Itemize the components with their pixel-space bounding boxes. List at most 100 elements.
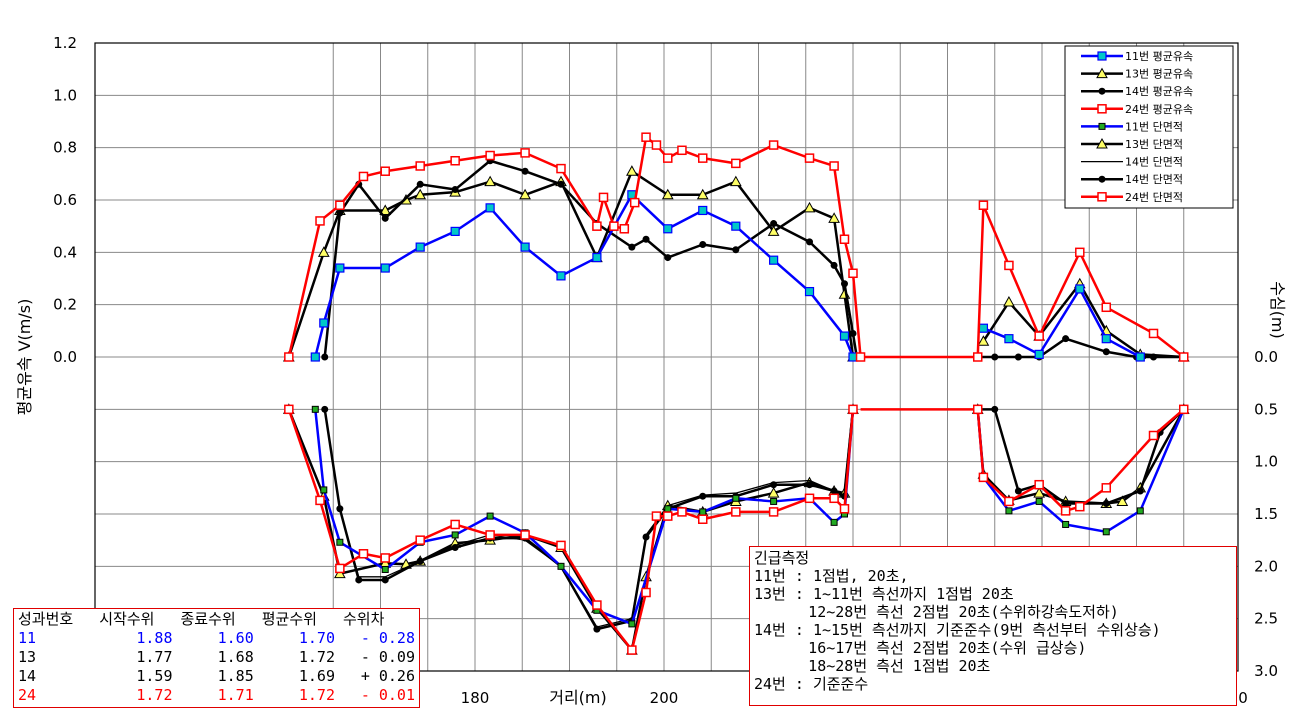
data-point bbox=[641, 132, 651, 142]
y-tick-label-right: 2.0 bbox=[1254, 557, 1278, 575]
data-point bbox=[414, 188, 427, 200]
data-point bbox=[592, 600, 602, 610]
data-point bbox=[991, 353, 999, 361]
data-point bbox=[855, 352, 866, 362]
data-point bbox=[1075, 247, 1085, 258]
data-point bbox=[317, 246, 330, 257]
data-point bbox=[520, 242, 530, 252]
note-title: 긴급측정 bbox=[754, 549, 810, 567]
data-point bbox=[839, 234, 850, 244]
table-row: 14 1.59 1.85 1.69 + 0.26 bbox=[14, 666, 419, 685]
data-point bbox=[627, 645, 637, 655]
data-point bbox=[767, 487, 780, 498]
y-tick-label-right: 0.5 bbox=[1254, 400, 1278, 418]
series bbox=[284, 132, 866, 362]
data-point bbox=[642, 533, 650, 541]
data-point bbox=[381, 214, 389, 222]
data-point bbox=[849, 329, 857, 337]
data-point bbox=[1179, 404, 1189, 415]
data-point bbox=[1098, 87, 1106, 95]
data-point bbox=[1116, 495, 1129, 506]
data-point bbox=[336, 209, 344, 217]
table-header-row: 성과번호 시작수위 종료수위 평균수위 수위차 bbox=[14, 609, 419, 628]
y-tick-label-right: 1.0 bbox=[1254, 453, 1278, 471]
y-tick-label-right: 3.0 bbox=[1254, 662, 1278, 680]
data-point bbox=[557, 180, 565, 188]
data-point bbox=[1148, 328, 1159, 339]
cell-diff: - 0.09 bbox=[360, 647, 415, 666]
series bbox=[284, 404, 858, 655]
data-point bbox=[848, 404, 858, 415]
cell-id: 24 bbox=[18, 685, 37, 704]
data-point bbox=[830, 518, 838, 526]
data-point bbox=[557, 562, 565, 570]
data-point bbox=[677, 507, 687, 517]
data-point bbox=[628, 243, 636, 251]
series-line bbox=[976, 203, 1185, 358]
data-point bbox=[335, 563, 345, 574]
table-row: 24 1.72 1.71 1.72 - 0.01 bbox=[14, 685, 419, 704]
y-tick-label-left: 0.8 bbox=[53, 139, 77, 157]
data-point bbox=[358, 549, 369, 559]
legend-label: 14번 단면적 bbox=[1125, 173, 1183, 186]
series-line bbox=[287, 135, 862, 358]
header-avg: 평균수위 bbox=[261, 609, 317, 628]
cell-end: 1.71 bbox=[217, 685, 254, 704]
data-point bbox=[651, 140, 662, 150]
data-point bbox=[1062, 520, 1070, 528]
note-line: 24번 : 기준준수 bbox=[754, 675, 869, 693]
data-point bbox=[1101, 334, 1111, 344]
table-row: 11 1.88 1.60 1.70 - 0.28 bbox=[14, 628, 419, 647]
data-point bbox=[1062, 500, 1070, 508]
data-point bbox=[978, 200, 989, 210]
y-axis-right-ticks: 0.0 0.5 1.0 1.5 2.0 2.5 3.0 bbox=[1254, 348, 1278, 680]
data-point bbox=[1102, 500, 1110, 508]
data-point bbox=[642, 235, 650, 243]
data-point bbox=[320, 486, 328, 494]
cell-diff: - 0.28 bbox=[360, 628, 415, 647]
cell-avg: 1.70 bbox=[298, 628, 335, 647]
series bbox=[974, 405, 1188, 536]
data-point bbox=[770, 220, 778, 228]
data-point bbox=[1098, 122, 1106, 130]
data-point bbox=[663, 224, 673, 234]
data-point bbox=[358, 171, 369, 182]
cell-diff: - 0.01 bbox=[360, 685, 415, 704]
y-tick-label-left: 0.2 bbox=[53, 296, 77, 314]
series bbox=[310, 190, 858, 362]
data-point bbox=[315, 216, 325, 226]
cell-id: 13 bbox=[18, 647, 37, 666]
data-point bbox=[485, 203, 495, 213]
data-point bbox=[698, 205, 708, 216]
y-tick-label-left: 0.0 bbox=[53, 348, 77, 366]
data-point bbox=[978, 323, 989, 333]
cell-end: 1.60 bbox=[217, 628, 254, 647]
y-axis-left-ticks: 0.0 0.2 0.4 0.6 0.8 1.0 1.2 bbox=[53, 34, 77, 366]
data-point bbox=[1034, 479, 1044, 490]
cell-start: 1.88 bbox=[136, 628, 173, 647]
data-point bbox=[768, 140, 779, 150]
data-point bbox=[556, 540, 566, 551]
data-point bbox=[696, 188, 709, 200]
data-point bbox=[556, 271, 566, 281]
data-point bbox=[415, 242, 425, 252]
data-point bbox=[380, 553, 390, 563]
data-point bbox=[1062, 335, 1070, 343]
data-point bbox=[804, 286, 815, 297]
data-point bbox=[839, 331, 850, 341]
series bbox=[974, 405, 1188, 508]
data-point bbox=[1096, 137, 1108, 149]
series bbox=[321, 157, 861, 361]
data-point bbox=[663, 511, 673, 521]
data-point bbox=[1096, 67, 1108, 79]
data-point bbox=[593, 625, 601, 633]
data-point bbox=[977, 335, 990, 346]
x-tick-label: 180 bbox=[461, 689, 490, 707]
series bbox=[324, 409, 854, 628]
y-tick-label-left: 0.4 bbox=[53, 243, 77, 261]
data-point bbox=[521, 167, 529, 175]
data-point bbox=[731, 158, 741, 169]
data-point bbox=[284, 352, 294, 362]
data-point bbox=[699, 240, 707, 248]
data-point bbox=[1033, 487, 1046, 498]
